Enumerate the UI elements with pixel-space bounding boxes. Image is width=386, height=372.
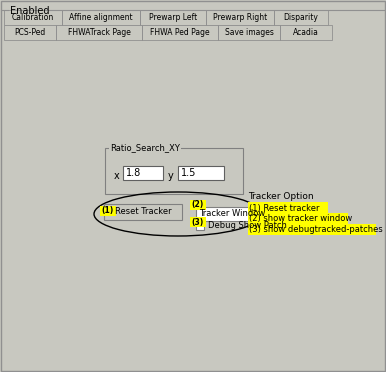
FancyBboxPatch shape: [196, 222, 204, 230]
Text: (2) show tracker window: (2) show tracker window: [249, 215, 352, 224]
Text: Tracker Window: Tracker Window: [199, 209, 265, 218]
FancyBboxPatch shape: [206, 10, 274, 25]
Text: Acadia: Acadia: [293, 28, 319, 37]
Text: Calibration: Calibration: [12, 13, 54, 22]
Text: PCS-Ped: PCS-Ped: [14, 28, 46, 37]
FancyBboxPatch shape: [140, 10, 206, 25]
Text: Enabled: Enabled: [10, 6, 49, 16]
FancyBboxPatch shape: [274, 10, 328, 25]
Text: Reset Tracker: Reset Tracker: [115, 208, 171, 217]
FancyBboxPatch shape: [4, 10, 62, 25]
FancyBboxPatch shape: [104, 204, 182, 220]
FancyBboxPatch shape: [123, 166, 163, 180]
FancyBboxPatch shape: [248, 213, 348, 224]
Text: Debug Show Patch: Debug Show Patch: [208, 221, 287, 231]
FancyBboxPatch shape: [218, 25, 280, 40]
Text: (3): (3): [192, 218, 204, 227]
FancyBboxPatch shape: [178, 166, 224, 180]
FancyBboxPatch shape: [56, 25, 142, 40]
FancyBboxPatch shape: [248, 224, 376, 235]
FancyBboxPatch shape: [100, 206, 116, 216]
Text: FHWA Ped Page: FHWA Ped Page: [150, 28, 210, 37]
Text: y: y: [168, 171, 174, 181]
Text: (1) Reset tracker: (1) Reset tracker: [249, 203, 320, 212]
FancyBboxPatch shape: [105, 148, 243, 194]
Text: Tracker Option: Tracker Option: [248, 192, 313, 201]
Text: (1): (1): [102, 206, 114, 215]
FancyBboxPatch shape: [62, 10, 140, 25]
FancyBboxPatch shape: [248, 202, 328, 213]
FancyBboxPatch shape: [190, 200, 206, 210]
Text: x: x: [114, 171, 120, 181]
Text: (3) show debugtracked-patches: (3) show debugtracked-patches: [249, 225, 383, 234]
Text: Affine alignment: Affine alignment: [69, 13, 133, 22]
FancyBboxPatch shape: [280, 25, 332, 40]
Text: (2): (2): [192, 201, 204, 209]
Text: 1.8: 1.8: [126, 168, 141, 178]
Text: Save images: Save images: [225, 28, 273, 37]
FancyBboxPatch shape: [4, 25, 56, 40]
FancyBboxPatch shape: [142, 25, 218, 40]
Text: Prewarp Left: Prewarp Left: [149, 13, 197, 22]
Text: Prewarp Right: Prewarp Right: [213, 13, 267, 22]
Text: FHWATrack Page: FHWATrack Page: [68, 28, 130, 37]
FancyBboxPatch shape: [196, 207, 268, 221]
Text: 1.5: 1.5: [181, 168, 196, 178]
Text: Ratio_Search_XY: Ratio_Search_XY: [110, 144, 180, 153]
Text: Disparity: Disparity: [284, 13, 318, 22]
FancyBboxPatch shape: [190, 217, 206, 227]
